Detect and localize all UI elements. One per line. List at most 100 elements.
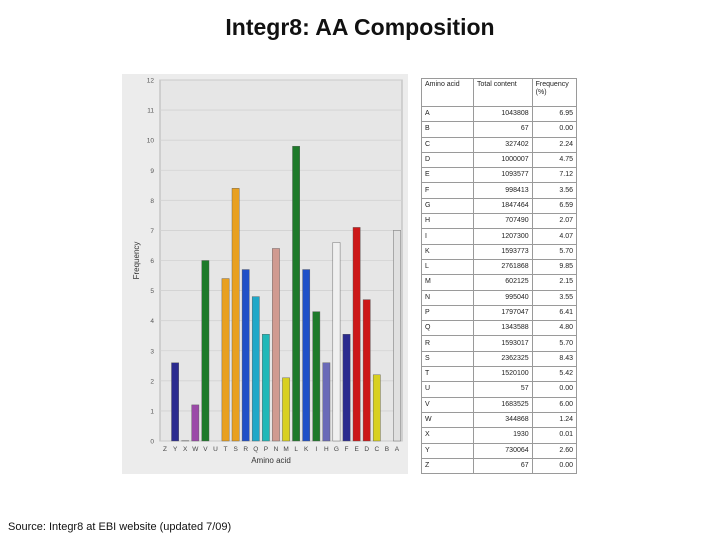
- bar-l: [292, 145, 300, 442]
- x-axis-label: Amino acid: [251, 456, 291, 465]
- table-row: U 57 0.00: [421, 381, 578, 398]
- table-row: I 1207300 4.07: [421, 228, 578, 245]
- y-tick-label: 10: [147, 138, 155, 145]
- frequency-cell: 8.43: [531, 350, 578, 368]
- bar-k: [302, 269, 311, 442]
- amino-acid-cell: F: [421, 182, 474, 199]
- aa-composition-table: Amino acid Total content Frequency (%) A…: [421, 78, 578, 475]
- y-tick-label: 5: [150, 288, 154, 295]
- amino-acid-cell: D: [421, 151, 474, 169]
- frequency-cell: 5.70: [531, 335, 578, 352]
- frequency-cell: 0.00: [531, 381, 578, 398]
- amino-acid-cell: Y: [421, 442, 474, 459]
- table-row: F 998413 3.56: [421, 182, 578, 199]
- amino-acid-cell: T: [421, 366, 474, 383]
- bar-e: [352, 227, 361, 442]
- amino-acid-cell: K: [421, 243, 474, 260]
- table-row: R 1593017 5.70: [421, 335, 578, 352]
- bar-h: [322, 362, 331, 442]
- frequency-cell: 2.24: [531, 136, 578, 153]
- bar-m: [282, 377, 290, 442]
- y-tick-label: 11: [147, 108, 154, 115]
- amino-acid-cell: N: [421, 289, 474, 306]
- frequency-cell: 7.12: [531, 167, 578, 184]
- table-row: Z 67 0.00: [421, 457, 578, 475]
- slide-title: Integr8: AA Composition: [225, 14, 495, 40]
- frequency-cell: 6.95: [531, 105, 578, 123]
- x-tick-label: X: [183, 446, 188, 453]
- frequency-cell: 3.56: [531, 182, 578, 199]
- x-tick-label: T: [224, 446, 228, 453]
- amino-acid-cell: U: [421, 381, 474, 398]
- x-tick-label: C: [374, 446, 379, 453]
- bar-i: [312, 311, 321, 442]
- x-tick-label: I: [315, 446, 317, 453]
- y-tick-label: 4: [150, 318, 154, 325]
- bar-chart: 0 1 2 3 4 5 6 7 8 9 10 11 12 Z Y X W V U T S R Q P N M L K I H G F E D C B A…: [122, 74, 408, 474]
- x-tick-label: M: [283, 446, 288, 453]
- y-tick-label: 1: [150, 408, 154, 415]
- x-tick-label: K: [304, 446, 309, 453]
- total-content-cell: 995040: [473, 289, 533, 306]
- table-row: B 67 0.00: [421, 121, 578, 138]
- y-tick-label: 12: [147, 78, 155, 85]
- total-content-cell: 602125: [473, 274, 533, 291]
- total-content-cell: 1000007: [473, 151, 533, 169]
- bar-t: [221, 278, 230, 442]
- total-content-cell: 1520100: [473, 366, 533, 383]
- total-content-cell: 1343588: [473, 320, 533, 337]
- y-tick-label: 0: [150, 439, 154, 446]
- frequency-cell: 4.80: [531, 320, 578, 337]
- total-content-cell: 1043808: [473, 105, 533, 123]
- total-content-cell: 327402: [473, 136, 533, 153]
- table-row: C 327402 2.24: [421, 136, 578, 153]
- bar-p: [262, 334, 270, 442]
- frequency-cell: 0.00: [531, 457, 578, 475]
- amino-acid-cell: A: [421, 105, 474, 123]
- x-tick-label: S: [233, 446, 238, 453]
- amino-acid-cell: C: [421, 136, 474, 153]
- table-row: Y 730064 2.60: [421, 442, 578, 459]
- x-tick-label: E: [354, 446, 359, 453]
- amino-acid-cell: M: [421, 274, 474, 291]
- amino-acid-cell: Q: [421, 320, 474, 337]
- x-tick-label: F: [345, 446, 349, 453]
- amino-acid-cell: G: [421, 197, 474, 215]
- table-row: V 1683525 6.00: [421, 396, 578, 413]
- total-content-cell: 730064: [473, 442, 533, 459]
- table-row: K 1593773 5.70: [421, 243, 578, 260]
- header-amino-acid: Amino acid: [421, 78, 474, 107]
- frequency-cell: 2.60: [531, 442, 578, 459]
- frequency-cell: 3.55: [531, 289, 578, 306]
- total-content-cell: 998413: [473, 182, 533, 199]
- bar-q: [251, 296, 260, 442]
- total-content-cell: 1207300: [473, 228, 533, 245]
- frequency-cell: 6.00: [531, 396, 578, 413]
- y-tick-label: 2: [150, 378, 154, 385]
- bar-y: [171, 362, 179, 442]
- total-content-cell: 344868: [473, 411, 533, 429]
- table-row: N 995040 3.55: [421, 289, 578, 306]
- table-row: S 2362325 8.43: [421, 350, 578, 368]
- amino-acid-cell: I: [421, 228, 474, 245]
- table-row: A 1043808 6.95: [421, 105, 578, 123]
- bar-g: [332, 242, 341, 442]
- total-content-cell: 1093577: [473, 167, 533, 184]
- y-tick-label: 9: [150, 168, 154, 175]
- x-tick-label: W: [192, 446, 199, 453]
- amino-acid-cell: Z: [421, 457, 474, 475]
- total-content-cell: 1593773: [473, 243, 533, 260]
- table-row: H 707490 2.07: [421, 213, 578, 230]
- y-axis-label: Frequency: [132, 242, 141, 280]
- bar-f: [342, 334, 351, 442]
- total-content-cell: 57: [473, 381, 533, 398]
- amino-acid-cell: V: [421, 396, 474, 413]
- x-tick-label: N: [274, 446, 279, 453]
- table-row: D 1000007 4.75: [421, 151, 578, 169]
- table-row: G 1847464 6.59: [421, 197, 578, 215]
- frequency-cell: 6.41: [531, 304, 578, 322]
- bar-a: [393, 230, 401, 442]
- bar-v: [201, 260, 210, 442]
- frequency-cell: 2.07: [531, 213, 578, 230]
